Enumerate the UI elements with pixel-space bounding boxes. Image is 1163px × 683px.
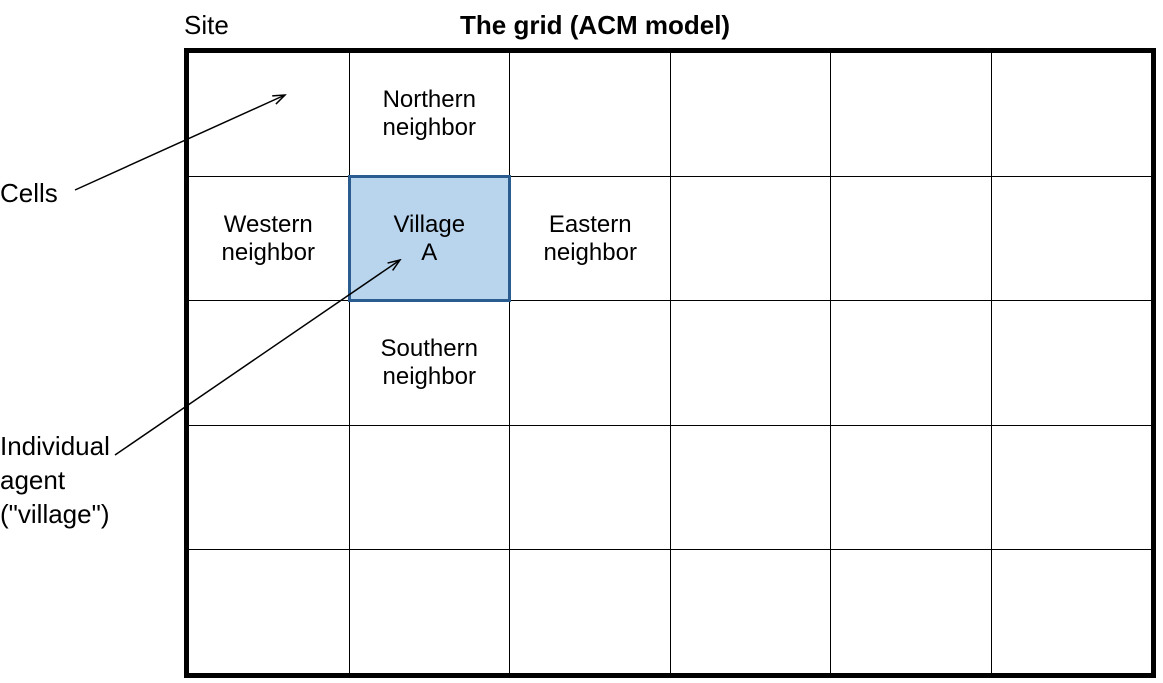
diagram-title: The grid (ACM model) xyxy=(460,10,730,41)
grid-cell-village-a: VillageA xyxy=(349,177,510,301)
grid-cell xyxy=(510,53,671,177)
grid-cell xyxy=(670,53,831,177)
grid-cell xyxy=(510,425,671,549)
grid-cell xyxy=(189,53,350,177)
grid-cell xyxy=(831,549,992,673)
site-label: Site xyxy=(184,10,229,41)
grid-cell xyxy=(991,301,1152,425)
grid-cell xyxy=(831,425,992,549)
agent-label: Individual agent ("village") xyxy=(0,430,110,531)
grid-row: Westernneighbor VillageA Easternneighbor xyxy=(189,177,1152,301)
grid-row: Southernneighbor xyxy=(189,301,1152,425)
grid-cell xyxy=(189,549,350,673)
grid-cell xyxy=(189,301,350,425)
grid-table: Northernneighbor Westernneighbor Village… xyxy=(188,52,1152,674)
grid-cell xyxy=(189,425,350,549)
grid-cell-western: Westernneighbor xyxy=(189,177,350,301)
grid-cell xyxy=(991,549,1152,673)
grid-row xyxy=(189,549,1152,673)
grid-cell xyxy=(670,425,831,549)
grid-cell xyxy=(991,425,1152,549)
cell-text: VillageA xyxy=(393,211,465,266)
grid-cell xyxy=(831,301,992,425)
grid-row: Northernneighbor xyxy=(189,53,1152,177)
grid-cell xyxy=(670,301,831,425)
cell-text: Easternneighbor xyxy=(544,211,637,266)
grid-cell xyxy=(670,549,831,673)
grid-cell-southern: Southernneighbor xyxy=(349,301,510,425)
grid-cell xyxy=(670,177,831,301)
cells-label: Cells xyxy=(0,178,58,209)
grid-cell xyxy=(991,53,1152,177)
cell-text: Westernneighbor xyxy=(222,211,315,266)
grid-row xyxy=(189,425,1152,549)
grid-cell xyxy=(991,177,1152,301)
grid-cell xyxy=(510,301,671,425)
grid-cell xyxy=(510,549,671,673)
agent-label-line1: Individual xyxy=(0,431,110,461)
grid-container: Northernneighbor Westernneighbor Village… xyxy=(184,48,1156,678)
grid-cell-eastern: Easternneighbor xyxy=(510,177,671,301)
grid-cell xyxy=(831,177,992,301)
cell-text: Southernneighbor xyxy=(381,335,478,390)
grid-cell-northern: Northernneighbor xyxy=(349,53,510,177)
grid-cell xyxy=(349,425,510,549)
cell-text: Northernneighbor xyxy=(383,86,476,141)
agent-label-line2: agent xyxy=(0,465,65,495)
grid-cell xyxy=(349,549,510,673)
grid-cell xyxy=(831,53,992,177)
agent-label-line3: ("village") xyxy=(0,499,109,529)
